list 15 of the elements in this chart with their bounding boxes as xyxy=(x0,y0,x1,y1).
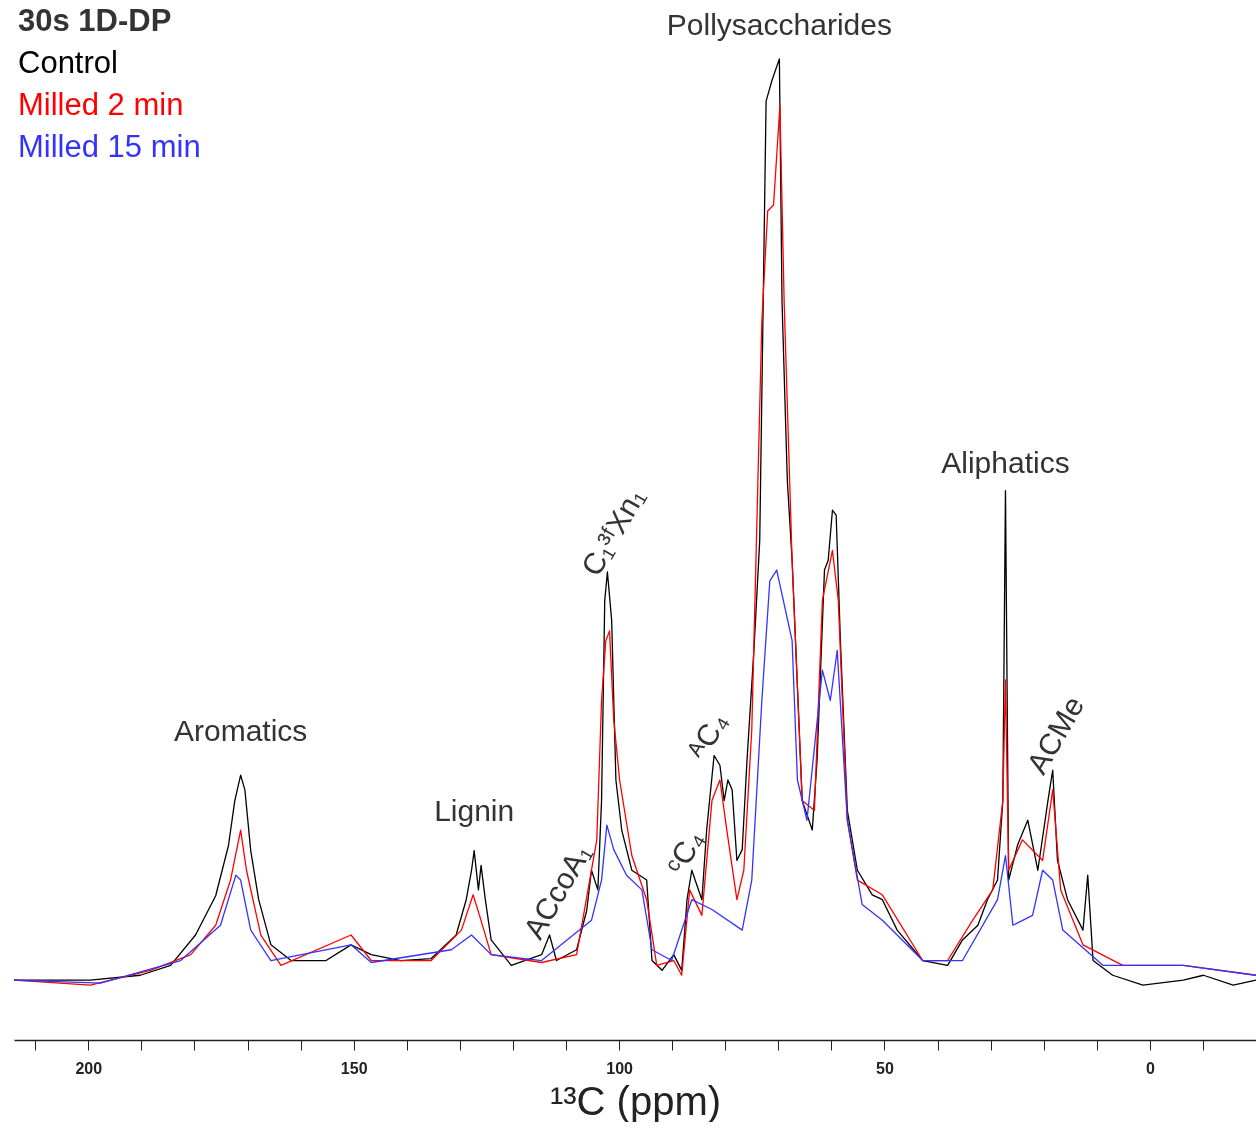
x-tick-label: 100 xyxy=(606,1059,634,1077)
annotation: ᴬC₄ xyxy=(680,706,734,766)
x-tick-label: 50 xyxy=(876,1059,894,1077)
annotation: Pollysaccharides xyxy=(666,7,892,41)
chart-title: 30s 1D-DP xyxy=(18,3,172,38)
text: Milled 2 min xyxy=(18,87,184,122)
x-tick-label: 200 xyxy=(75,1059,103,1077)
annotation: Aliphatics xyxy=(941,445,1070,479)
text: Control xyxy=(18,45,118,80)
annotation: Lignin xyxy=(434,793,515,827)
x-tick-label: 0 xyxy=(1145,1059,1155,1077)
annotation: Aromatics xyxy=(173,714,308,748)
text: Milled 15 min xyxy=(18,129,201,164)
annotation: ᶜC₄ xyxy=(659,824,710,880)
x-tick-label: 150 xyxy=(340,1059,368,1077)
